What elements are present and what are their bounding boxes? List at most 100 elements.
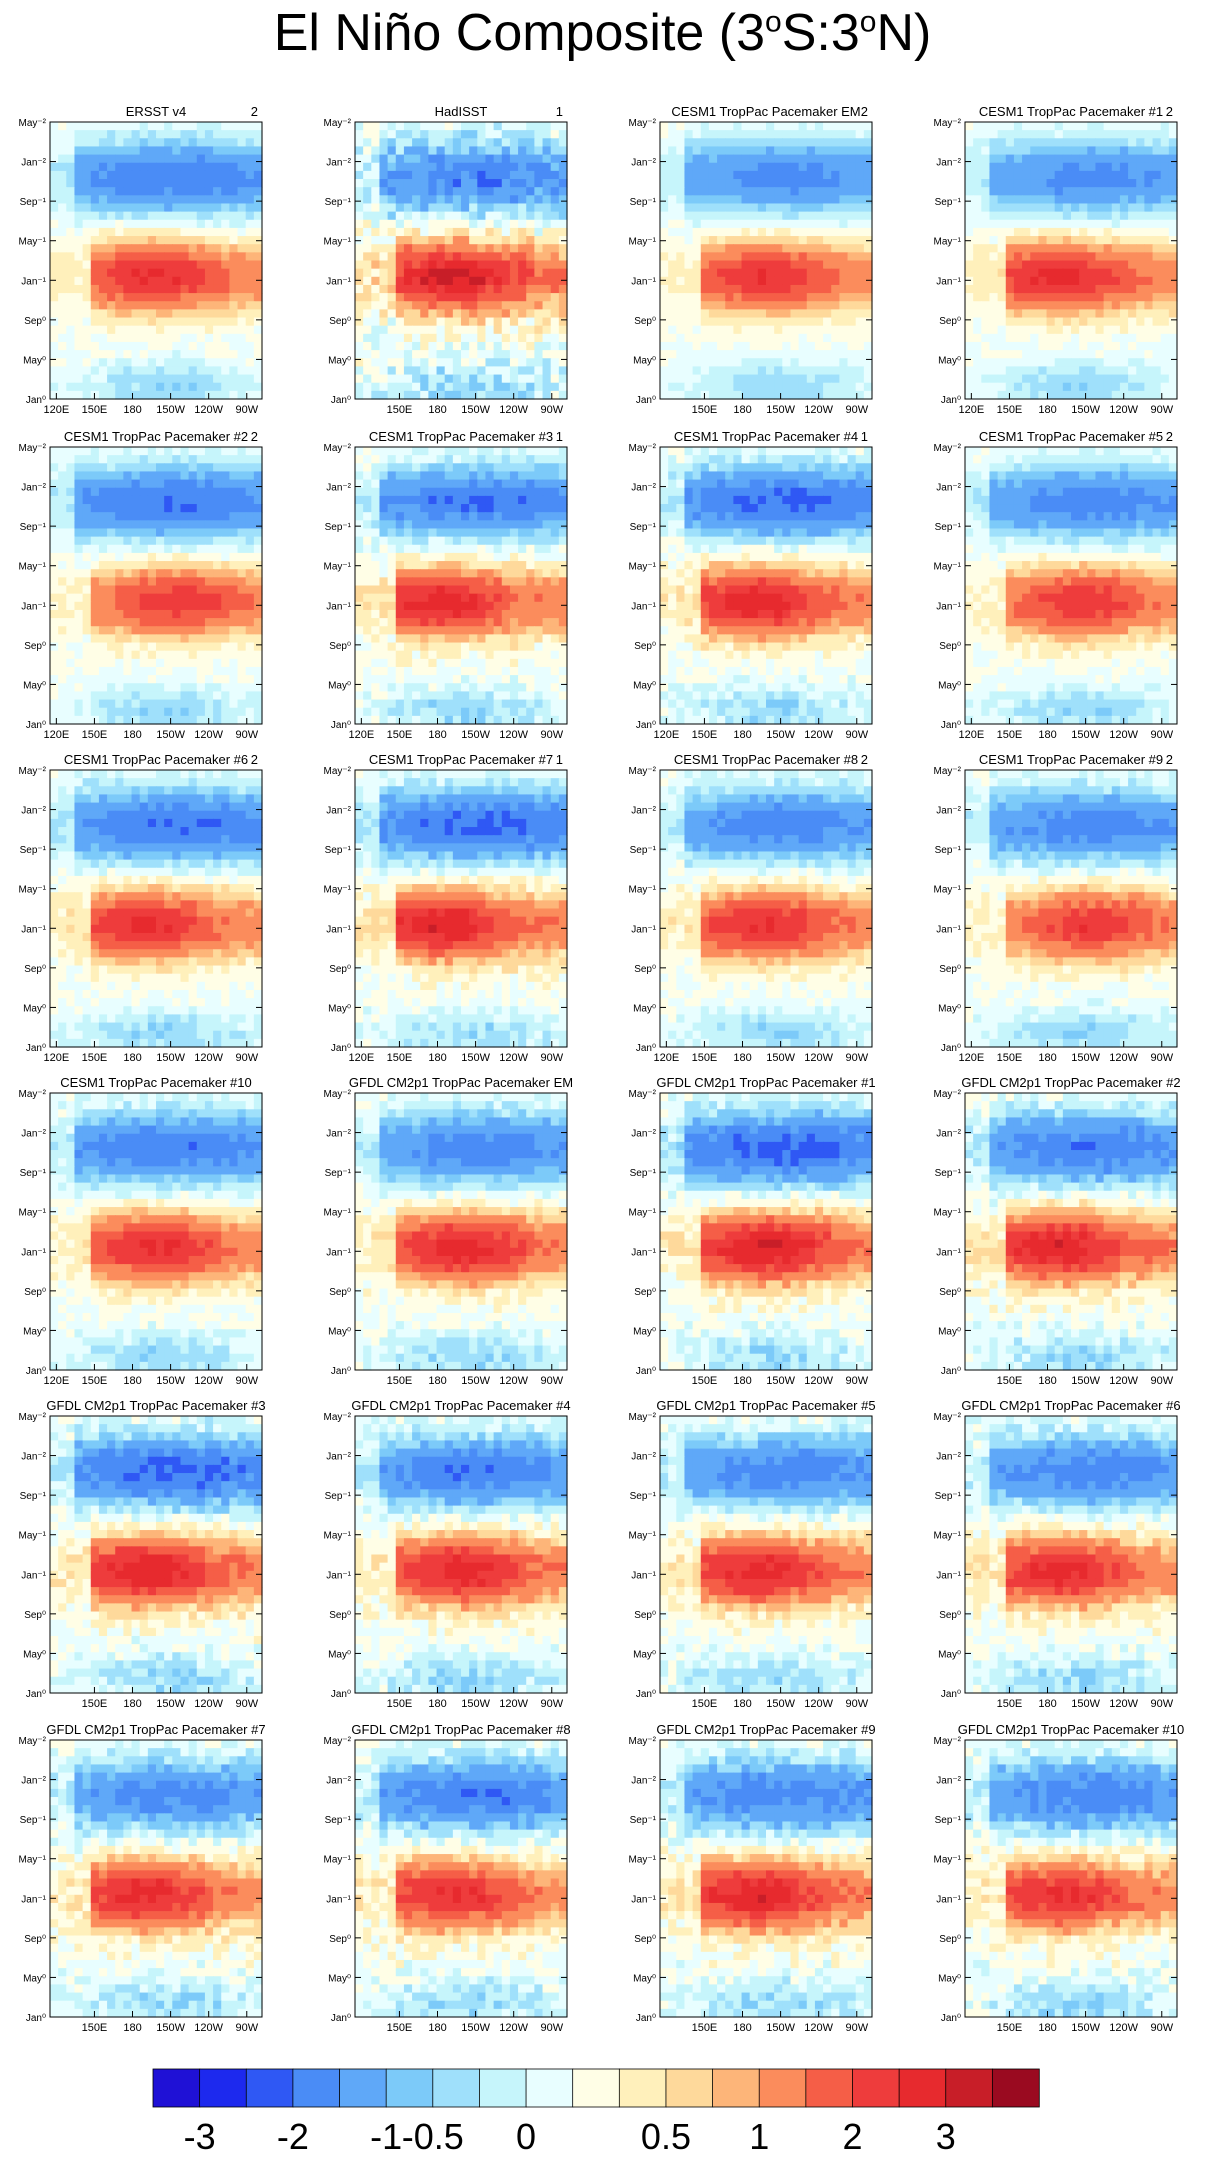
heatmap-cell [526,236,535,245]
heatmap-cell [123,577,133,587]
heatmap-cell [1005,325,1015,335]
heatmap-cell [692,333,702,343]
heatmap-cell [74,317,84,327]
heatmap-cell [790,382,800,392]
heatmap-cell [1128,170,1137,180]
heatmap-cell [461,252,470,262]
heatmap-cell [452,471,462,481]
heatmap-cell [74,374,84,384]
heatmap-cell [172,601,182,611]
heatmap-cell [660,138,669,148]
heatmap-cell [997,374,1007,384]
heatmap-cell [50,203,59,213]
heatmap-cell [253,244,263,253]
heatmap-cell [790,170,800,180]
heatmap-cell [436,211,446,221]
heatmap-cell [90,130,100,139]
heatmap-cell [58,561,67,570]
heatmap-cell [733,293,743,302]
heatmap-cell [355,122,364,131]
heatmap-cell [501,179,511,188]
heatmap-cell [237,577,247,587]
heatmap-cell [74,130,84,139]
heatmap-cell [428,276,438,286]
heatmap-cell [229,593,239,603]
heatmap-cell [1136,211,1145,221]
heatmap-cell [245,601,255,611]
heatmap-cell [558,276,568,286]
heatmap-cell [444,512,454,521]
heatmap-cell [534,284,544,294]
heatmap-cell [82,187,92,196]
heatmap-cell [1087,374,1097,384]
heatmap-cell [58,650,67,660]
heatmap-cell [1152,284,1162,294]
heatmap-cell [147,487,157,497]
heatmap-cell [139,341,149,351]
heatmap-cell [1103,138,1113,148]
heatmap-cell [485,479,495,489]
heatmap-cell [213,276,222,286]
heatmap-cell [90,471,100,481]
heatmap-cell [363,211,372,221]
heatmap-cell [245,609,255,619]
y-tick-label: Jan⁻¹ [631,276,656,287]
heatmap-cell [461,495,470,505]
heatmap-cell [550,487,560,497]
heatmap-cell [839,260,849,270]
heatmap-cell [371,276,381,286]
heatmap-cell [749,268,759,278]
heatmap-cell [90,170,100,180]
heatmap-cell [1062,382,1072,392]
heatmap-cell [700,211,710,221]
heatmap-cell [790,122,800,131]
heatmap-cell [1079,252,1088,262]
heatmap-cell [1022,284,1031,294]
heatmap-cell [363,179,372,188]
heatmap-cell [469,211,478,221]
heatmap-cell [50,528,59,538]
heatmap-cell [814,244,824,253]
heatmap-cell [66,236,76,245]
heatmap-cell [863,382,873,392]
heatmap-cell [147,333,157,343]
heatmap-cell [412,284,421,294]
heatmap-cell [229,569,239,578]
y-tick-label: May⁻² [19,118,47,129]
heatmap-cell [172,479,182,489]
heatmap-cell [684,260,694,270]
heatmap-cell [1111,162,1121,172]
heatmap-cell [229,195,239,205]
heatmap-cell [981,130,991,139]
heatmap-cell [1087,252,1097,262]
heatmap-cell [172,227,182,237]
heatmap-cell [1128,293,1137,302]
heatmap-cell [790,179,800,188]
heatmap-cell [196,260,206,270]
heatmap-cell [229,691,239,701]
heatmap-cell [1062,260,1072,270]
heatmap-cell [188,715,198,725]
heatmap-cell [847,162,857,172]
heatmap-cell [550,504,560,513]
heatmap-cell [725,179,734,188]
heatmap-cell [782,244,792,253]
heatmap-cell [806,179,816,188]
heatmap-cell [253,130,263,139]
heatmap-cell [387,252,397,262]
heatmap-cell [237,593,247,603]
heatmap-cell [387,350,397,359]
heatmap-cell [509,309,519,319]
heatmap-cell [469,162,478,172]
heatmap-cell [58,577,67,587]
heatmap-cell [123,350,133,359]
heatmap-cell [147,374,157,384]
heatmap-cell [823,341,832,351]
heatmap-cell [814,390,824,400]
heatmap-cell [684,179,694,188]
heatmap-cell [526,276,535,286]
heatmap-cell [66,350,76,359]
heatmap-cell [1062,227,1072,237]
heatmap-cell [188,284,198,294]
heatmap-cell [700,244,710,253]
